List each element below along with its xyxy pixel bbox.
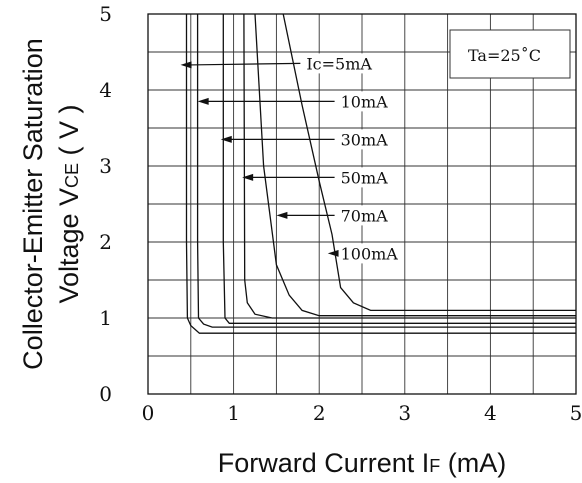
y-axis-title-line2-sub: CE xyxy=(62,163,82,188)
curves xyxy=(185,13,576,334)
series-label-2: 30mA xyxy=(341,130,389,149)
x-axis-title-unit: (mA) xyxy=(440,448,506,478)
series-label-bg-0 xyxy=(304,53,375,74)
condition-label: Ta=25˚C xyxy=(468,46,541,65)
series-label-bg-2 xyxy=(338,129,391,150)
series-arrow-head-5 xyxy=(327,249,339,257)
series-arrow-head-3 xyxy=(242,173,254,181)
y-tick-label: 5 xyxy=(99,2,112,26)
series-label-1: 10mA xyxy=(341,92,389,111)
series-line-4 xyxy=(254,13,576,317)
series-arrow-line-0 xyxy=(189,62,301,66)
x-axis-title-main: Forward Current I xyxy=(218,448,430,478)
condition-box: Ta=25˚C xyxy=(449,29,571,79)
curve-labels: Ic=5mA 10mA 30mA 50mA 70mA 100mA xyxy=(180,53,401,264)
series-label-5: 100mA xyxy=(341,244,399,263)
x-tick-labels: 0 1 2 3 4 5 xyxy=(142,401,582,425)
series-line-1 xyxy=(196,14,576,328)
y-axis-title-line2-suffix: ( V ) xyxy=(54,104,84,163)
series-line-3 xyxy=(243,13,576,319)
y-tick-label: 2 xyxy=(99,230,112,254)
series-label-bg-1 xyxy=(338,91,391,112)
plot-frame xyxy=(147,13,577,395)
series-line-5 xyxy=(282,13,576,312)
series-label-4: 70mA xyxy=(341,206,389,225)
x-tick-label: 4 xyxy=(484,401,497,425)
series-line-2 xyxy=(222,14,576,324)
x-axis-title-sub: F xyxy=(429,456,440,476)
series-label-3: 50mA xyxy=(341,168,389,187)
y-axis-title-line1: Collector-Emitter Saturation xyxy=(18,38,48,370)
series-label-bg-5 xyxy=(338,243,401,264)
y-axis-title-line2: Voltage VCE ( V ) xyxy=(54,104,84,303)
y-tick-label: 4 xyxy=(99,78,112,102)
y-axis-title-line2-prefix: Voltage V xyxy=(54,188,84,304)
y-tick-label: 0 xyxy=(99,382,112,406)
x-tick-label: 5 xyxy=(570,401,582,425)
y-tick-labels: 0 1 2 3 4 5 xyxy=(99,2,112,406)
series-label-bg-3 xyxy=(338,167,391,188)
series-line-0 xyxy=(185,14,576,334)
x-tick-label: 2 xyxy=(313,401,326,425)
grid-lines xyxy=(148,14,576,394)
x-tick-label: 1 xyxy=(227,401,240,425)
series-label-bg-4 xyxy=(338,205,391,226)
x-tick-label: 3 xyxy=(398,401,411,425)
y-tick-label: 3 xyxy=(99,154,112,178)
series-arrow-head-2 xyxy=(220,135,232,143)
x-axis-title: Forward Current IF (mA) xyxy=(218,448,507,478)
series-label-0: Ic=5mA xyxy=(306,54,372,73)
series-arrow-head-0 xyxy=(180,61,192,69)
series-arrow-head-4 xyxy=(276,211,288,219)
y-tick-label: 1 xyxy=(99,306,112,330)
series-arrow-head-1 xyxy=(197,97,209,105)
x-tick-label: 0 xyxy=(142,401,155,425)
condition-box-frame xyxy=(449,29,571,79)
